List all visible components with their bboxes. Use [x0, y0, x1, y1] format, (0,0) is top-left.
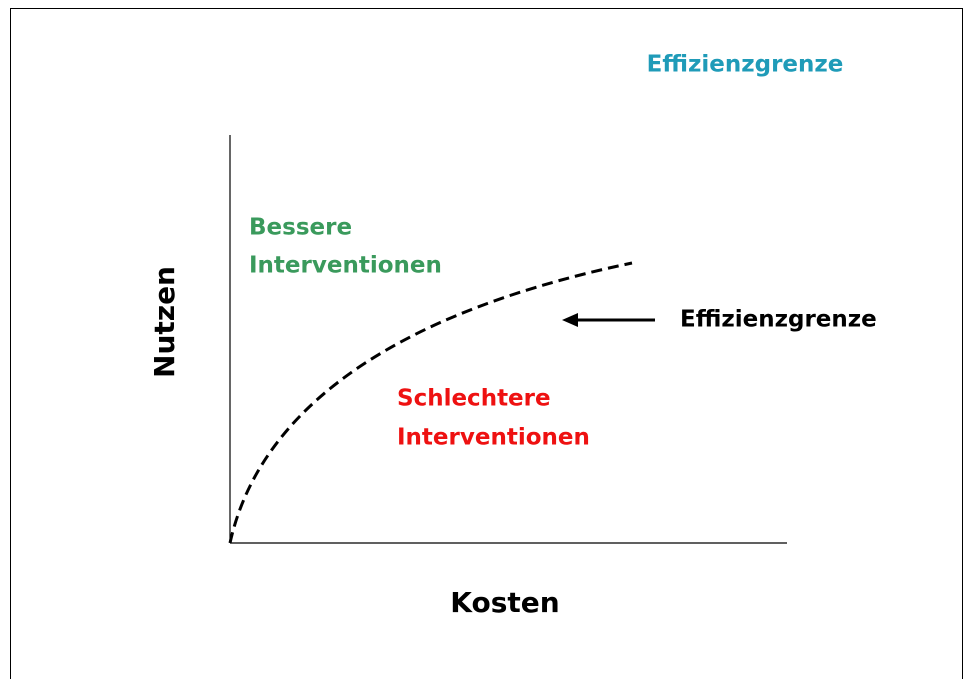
efficiency-frontier [228, 261, 633, 544]
arrow-head [562, 313, 578, 327]
better-region-label: Interventionen [249, 253, 442, 279]
frame [10, 8, 963, 679]
x-axis-label: Kosten [450, 586, 559, 619]
better-region-label: Bessere [249, 215, 352, 241]
curve-label: Effizienzgrenze [680, 307, 877, 333]
worse-region-label: Schlechtere [397, 386, 551, 412]
worse-region-label: Interventionen [397, 425, 590, 451]
y-axis-label: Nutzen [148, 266, 181, 378]
title: Effizienzgrenze [647, 52, 844, 78]
